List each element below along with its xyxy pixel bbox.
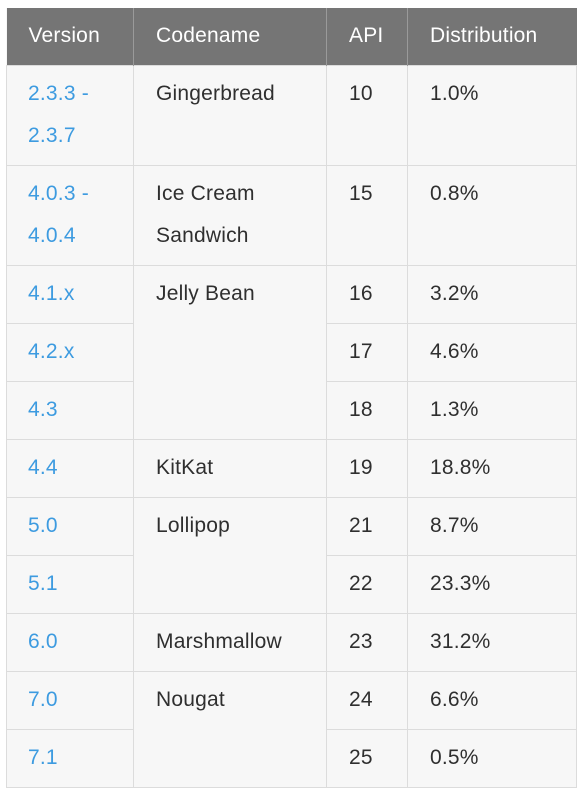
header-version: Version bbox=[6, 8, 134, 65]
api-cell: 16 bbox=[326, 264, 408, 324]
codename-cell: Marshmallow bbox=[133, 612, 327, 672]
table-header: Version Codename API Distribution bbox=[6, 8, 577, 65]
version-link[interactable]: 7.1 bbox=[28, 745, 58, 769]
api-cell: 24 bbox=[326, 670, 408, 730]
distribution-cell: 1.3% bbox=[407, 380, 577, 440]
header-api: API bbox=[326, 8, 408, 65]
codename-cell: Ice Cream Sandwich bbox=[133, 164, 327, 266]
version-link[interactable]: 4.2.x bbox=[28, 339, 75, 363]
table-row: 4.0.3 - 4.0.4 Ice Cream Sandwich 15 0.8% bbox=[6, 164, 577, 266]
version-link[interactable]: 4.0.3 - 4.0.4 bbox=[28, 181, 89, 247]
version-cell: 4.4 bbox=[6, 438, 134, 498]
distribution-cell: 0.5% bbox=[407, 728, 577, 788]
distribution-cell: 18.8% bbox=[407, 438, 577, 498]
distribution-table-container: Version Codename API Distribution 2.3.3 … bbox=[6, 8, 577, 788]
distribution-cell: 1.0% bbox=[407, 64, 577, 166]
api-cell: 19 bbox=[326, 438, 408, 498]
table-row: 2.3.3 - 2.3.7 Gingerbread 10 1.0% bbox=[6, 64, 577, 166]
version-cell: 5.0 bbox=[6, 496, 134, 556]
platform-distribution-table: Version Codename API Distribution 2.3.3 … bbox=[6, 8, 577, 788]
distribution-cell: 6.6% bbox=[407, 670, 577, 730]
version-cell: 2.3.3 - 2.3.7 bbox=[6, 64, 134, 166]
version-cell: 4.1.x bbox=[6, 264, 134, 324]
version-cell: 4.2.x bbox=[6, 322, 134, 382]
codename-cell: Nougat bbox=[133, 670, 327, 788]
api-cell: 10 bbox=[326, 64, 408, 166]
api-cell: 22 bbox=[326, 554, 408, 614]
api-cell: 17 bbox=[326, 322, 408, 382]
version-cell: 7.0 bbox=[6, 670, 134, 730]
table-row: 5.1 22 23.3% bbox=[6, 554, 577, 614]
version-link[interactable]: 7.0 bbox=[28, 687, 58, 711]
api-cell: 25 bbox=[326, 728, 408, 788]
distribution-cell: 31.2% bbox=[407, 612, 577, 672]
table-row: 4.2.x 17 4.6% bbox=[6, 322, 577, 382]
distribution-cell: 8.7% bbox=[407, 496, 577, 556]
table-body: 2.3.3 - 2.3.7 Gingerbread 10 1.0% 4.0.3 … bbox=[6, 64, 577, 788]
api-cell: 15 bbox=[326, 164, 408, 266]
api-cell: 18 bbox=[326, 380, 408, 440]
distribution-cell: 3.2% bbox=[407, 264, 577, 324]
version-cell: 4.3 bbox=[6, 380, 134, 440]
distribution-cell: 4.6% bbox=[407, 322, 577, 382]
distribution-cell: 0.8% bbox=[407, 164, 577, 266]
table-row: 7.1 25 0.5% bbox=[6, 728, 577, 788]
header-codename: Codename bbox=[133, 8, 327, 65]
version-link[interactable]: 4.3 bbox=[28, 397, 58, 421]
table-row: 7.0 Nougat 24 6.6% bbox=[6, 670, 577, 788]
version-cell: 5.1 bbox=[6, 554, 134, 614]
table-row: 6.0 Marshmallow 23 31.2% bbox=[6, 612, 577, 672]
table-row: 4.3 18 1.3% bbox=[6, 380, 577, 440]
version-link[interactable]: 2.3.3 - 2.3.7 bbox=[28, 81, 89, 147]
version-link[interactable]: 5.0 bbox=[28, 513, 58, 537]
distribution-cell: 23.3% bbox=[407, 554, 577, 614]
version-link[interactable]: 4.1.x bbox=[28, 281, 75, 305]
api-cell: 21 bbox=[326, 496, 408, 556]
codename-cell: Jelly Bean bbox=[133, 264, 327, 440]
header-distribution: Distribution bbox=[407, 8, 577, 65]
table-row: 4.4 KitKat 19 18.8% bbox=[6, 438, 577, 498]
version-link[interactable]: 4.4 bbox=[28, 455, 58, 479]
version-cell: 7.1 bbox=[6, 728, 134, 788]
version-link[interactable]: 5.1 bbox=[28, 571, 58, 595]
version-cell: 4.0.3 - 4.0.4 bbox=[6, 164, 134, 266]
codename-cell: Gingerbread bbox=[133, 64, 327, 166]
codename-cell: KitKat bbox=[133, 438, 327, 498]
api-cell: 23 bbox=[326, 612, 408, 672]
version-cell: 6.0 bbox=[6, 612, 134, 672]
version-link[interactable]: 6.0 bbox=[28, 629, 58, 653]
codename-cell: Lollipop bbox=[133, 496, 327, 614]
table-row: 5.0 Lollipop 21 8.7% bbox=[6, 496, 577, 614]
table-row: 4.1.x Jelly Bean 16 3.2% bbox=[6, 264, 577, 440]
